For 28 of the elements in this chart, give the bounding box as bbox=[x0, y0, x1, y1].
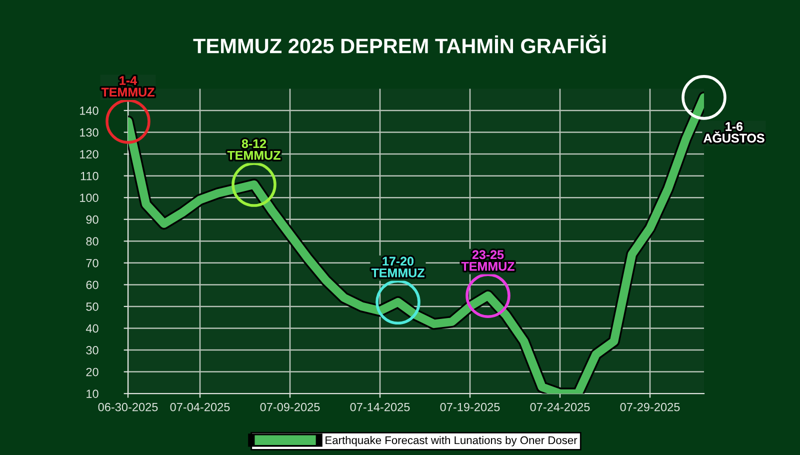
y-tick-label: 100 bbox=[80, 194, 98, 202]
y-tick-label: 20 bbox=[86, 368, 98, 376]
y-tick-label: 30 bbox=[86, 346, 98, 354]
y-tick-label: 90 bbox=[86, 215, 98, 224]
y-tick-label: 80 bbox=[86, 237, 98, 246]
y-tick-label: 10 bbox=[86, 390, 98, 398]
annotation: 17-20 TEMMUZ bbox=[371, 256, 424, 278]
x-tick-label: 07-04-2025 bbox=[170, 402, 230, 412]
y-tick-label: 110 bbox=[80, 172, 98, 180]
annotation: 1-4 TEMMUZ bbox=[101, 76, 154, 97]
y-tick-label: 70 bbox=[86, 258, 98, 268]
y-tick-label: 130 bbox=[80, 128, 98, 137]
x-tick-label: 06-30-2025 bbox=[98, 402, 158, 412]
x-tick-label: 07-09-2025 bbox=[260, 402, 320, 412]
y-tick-label: 50 bbox=[86, 302, 98, 311]
y-tick-label: 40 bbox=[86, 324, 98, 333]
annotation: 8-12 TEMMUZ bbox=[227, 139, 280, 160]
y-tick-label: 60 bbox=[86, 280, 98, 290]
x-tick-label: 07-14-2025 bbox=[350, 402, 410, 412]
annotation: 23-25 TEMMUZ bbox=[461, 250, 514, 271]
annotation: 1-6 AĞUSTOS bbox=[704, 122, 764, 143]
x-tick-label: 07-29-2025 bbox=[620, 402, 680, 412]
y-tick-label: 140 bbox=[80, 106, 98, 115]
y-tick-label: 120 bbox=[80, 150, 98, 158]
x-tick-label: 07-24-2025 bbox=[530, 402, 590, 412]
chart-title: TEMMUZ 2025 DEPREM TAHMİN GRAFİĞİ bbox=[193, 34, 606, 54]
x-tick-label: 07-19-2025 bbox=[440, 402, 500, 412]
text: Earthquake Forecast with Lunations by Oner Doser bbox=[326, 436, 578, 446]
